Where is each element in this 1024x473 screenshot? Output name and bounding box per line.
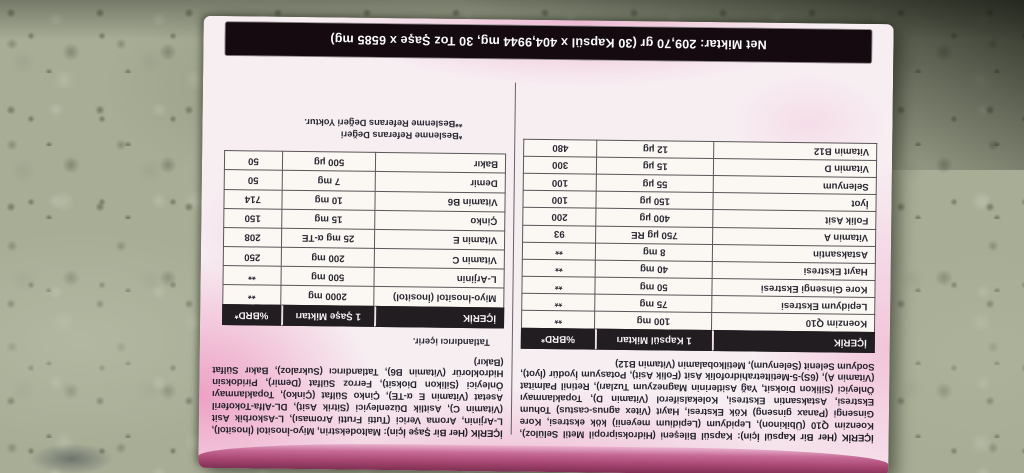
sachet-nutrition-table: İÇERİK 1 Şaşe Miktarı %BRD* Miyo-İnosito… [221, 150, 507, 329]
table-row: Bakır 500 µg 50 [223, 150, 507, 173]
table-cell: 250 [222, 246, 283, 267]
table-cell: Vitamin B6 [375, 190, 506, 212]
table-cell: Selenyum [713, 175, 877, 195]
capsule-ingredients-body: Kapsül Bileşeni (Hidroksipropil Metil Se… [519, 357, 875, 442]
sachet-section: İÇERİK (Her Bir Şaşe İçin): Maltodekstri… [212, 79, 507, 439]
table-header-row: İÇERİK 1 Kapsül Miktarı %BRD* [520, 327, 875, 353]
table-cell: 200 [522, 207, 597, 226]
header-capsule-amount: 1 Kapsül Miktarı [595, 328, 713, 351]
table-cell: Vitamin E [375, 228, 506, 250]
table-cell: 200 mg [281, 246, 376, 268]
capsule-ingredients-paragraph: İÇERİK (Her Bir Kapsül İçin): Kapsül Bil… [520, 355, 875, 443]
table-cell: Demir [375, 171, 506, 193]
sachet-ingredients-body: Maltodekstrin, Miyo-İnositol (İnositol),… [211, 355, 504, 438]
table-cell: 50 [223, 150, 284, 171]
capsule-section: İÇERİK (Her Bir Kapsül İçin): Kapsül Bil… [520, 83, 878, 443]
table-cell: 50 [223, 169, 283, 190]
table-row: L-Arjinin 500 mg ** [222, 265, 505, 288]
table-cell: 93 [522, 224, 597, 243]
table-cell: L-Arjinin [374, 267, 505, 288]
table-row: Miyo-İnositol (İnositol) 2000 mg ** [222, 284, 505, 308]
table-cell: ** [521, 292, 596, 312]
net-amount-banner: Net Miktar: 209,70 gr (30 Kapsül x 404,9… [224, 21, 873, 64]
table-cell: Çinko [375, 209, 506, 231]
sachet-ingredients-paragraph: İÇERİK (Her Bir Şaşe İçin): Maltodekstri… [212, 352, 504, 439]
table-cell: 208 [222, 226, 283, 247]
table-cell: 714 [223, 188, 283, 209]
table-cell: 400 µg [596, 207, 714, 227]
capsule-nutrition-table: İÇERİK 1 Kapsül Miktarı %BRD* Koenzim Q1… [520, 138, 878, 353]
table-cell: 15 µg [597, 156, 715, 176]
table-cell: ** [521, 241, 597, 260]
header-sachet-amount: 1 Şaşe Miktarı [281, 304, 375, 327]
capsule-table-body: Koenzim Q10 100 mg ** Lepidyum Ekstresi 75 m… [521, 138, 878, 332]
table-cell: 100 mg [595, 311, 713, 330]
sweetener-note: Tatlandırıcı içerir. [412, 336, 490, 348]
sachet-ingredients-lead: İÇERİK (Her Bir Şaşe İçin): [383, 426, 503, 439]
table-cell: Vitamin A [713, 226, 877, 246]
table-cell: 55 µg [597, 173, 715, 193]
table-cell: Vitamin D [714, 157, 878, 178]
table-row: Demir 7 mg 50 [223, 169, 506, 193]
table-cell: 750 µg RE [596, 225, 714, 244]
table-cell: 150 µg [596, 190, 714, 210]
header-iceric: İÇERİK [374, 305, 505, 329]
table-cell: Vitamin C [374, 248, 505, 269]
table-cell: İyot [713, 192, 877, 212]
panel-content: İÇERİK (Her Bir Kapsül İçin): Kapsül Bil… [199, 79, 893, 450]
header-brd: %BRD* [221, 303, 282, 326]
table-cell: 10 mg [282, 189, 376, 210]
table-header-row: İÇERİK 1 Şaşe Miktarı %BRD* [221, 303, 505, 329]
table-cell: Vitamin B12 [714, 140, 878, 160]
table-cell: Bakır [376, 152, 507, 173]
table-row: Vitamin B6 10 mg 714 [223, 188, 506, 212]
table-cell: ** [521, 258, 597, 277]
table-cell: 100 [522, 172, 598, 191]
table-cell: 480 [523, 138, 598, 157]
table-cell: 150 [222, 207, 283, 228]
table-row: Çinko 15 mg 150 [222, 207, 506, 231]
sachet-table-body: Miyo-İnositol (İnositol) 2000 mg ** L-Arjin… [222, 150, 507, 308]
table-cell: 500 mg [281, 266, 375, 287]
table-cell: 300 [522, 155, 598, 174]
table-cell: 100 [522, 189, 598, 208]
table-cell: 2000 mg [281, 285, 375, 306]
table-cell: ** [222, 265, 282, 286]
table-cell: 25 mg α-TE [282, 227, 376, 249]
table-cell: Kore Ginsengi Ekstresi [712, 278, 876, 298]
capsule-ingredients-lead: İÇERİK (Her Bir Kapsül İçin): [737, 430, 874, 444]
table-cell: Folik Asit [713, 209, 877, 229]
table-cell: 500 µg [282, 150, 377, 172]
header-iceric: İÇERİK [711, 329, 875, 353]
table-cell: 75 mg [595, 293, 713, 313]
table-cell: ** [521, 275, 596, 294]
table-cell: ** [222, 284, 282, 305]
table-cell: 40 mg [595, 259, 714, 279]
column-divider [510, 82, 516, 435]
table-cell: Lepidyum Ekstresi [712, 295, 876, 315]
product-box-back-panel: İÇERİK (Her Bir Kapsül İçin): Kapsül Bil… [198, 15, 894, 473]
table-row: Vitamin C 200 mg 250 [222, 246, 505, 269]
table-cell: 8 mg [596, 242, 714, 261]
table-row: Vitamin E 25 mg α-TE 208 [222, 226, 506, 250]
table-cell: Hayıt Ekstresi [712, 260, 876, 281]
table-cell: Miyo-İnositol (İnositol) [374, 286, 505, 308]
table-cell: Koenzim Q10 [712, 312, 876, 332]
table-cell: Astaksantin [713, 243, 877, 263]
table-cell: 50 mg [595, 276, 713, 296]
header-brd: %BRD* [520, 327, 596, 350]
table-cell: 15 mg [282, 208, 376, 229]
table-cell: 7 mg [282, 170, 377, 191]
table-cell: ** [521, 310, 596, 329]
table-cell: 12 µg [597, 139, 715, 158]
brd-footnotes: *Beslenme Referans Değeri **Beslenme Ref… [215, 115, 462, 142]
